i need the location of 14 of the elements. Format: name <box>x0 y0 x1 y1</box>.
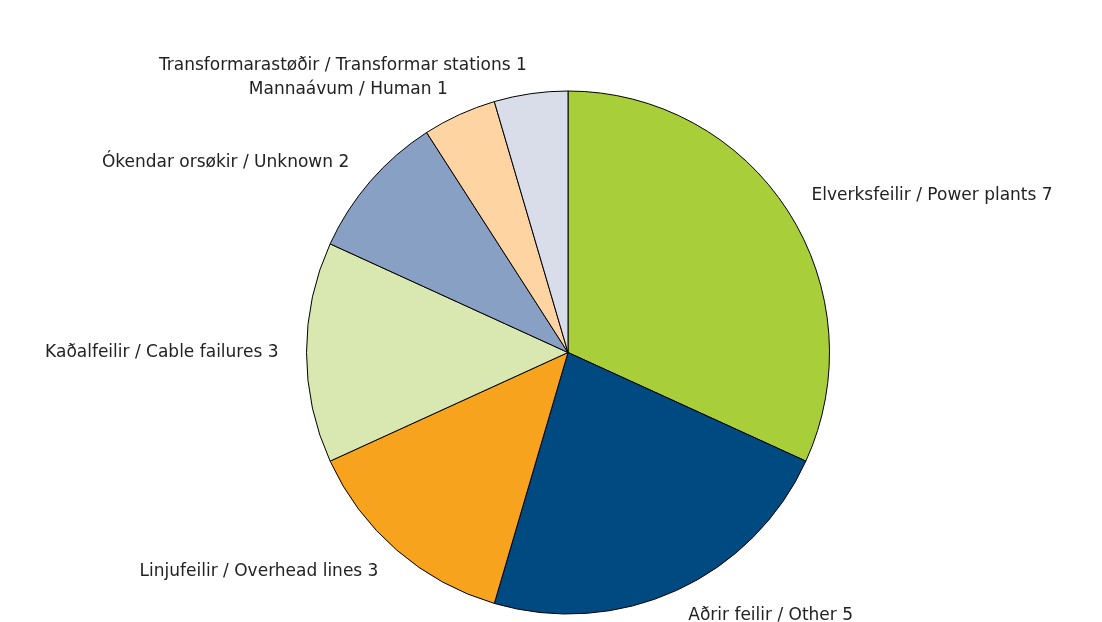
slice-label: Ókendar orsøkir / Unknown <box>101 150 339 172</box>
slice-label: Mannaávum / Human <box>248 77 437 98</box>
slice-label: Elverksfeilir / Power plants <box>811 184 1042 205</box>
data-label: 1 <box>436 77 448 98</box>
slice-label: Transformarastøðir / Transformar stations <box>157 54 516 75</box>
data-label: 3 <box>267 340 279 361</box>
data-label: 1 <box>515 54 527 75</box>
data-label: 7 <box>1041 184 1053 205</box>
data-label: 3 <box>367 559 379 580</box>
slice-label: Kaðalfeilir / Cable failures <box>45 340 268 361</box>
data-label: 5 <box>842 604 854 622</box>
slice-label: Linjufeilir / Overhead lines <box>139 559 368 580</box>
slice-label: Aðrir feilir / Other <box>688 604 843 622</box>
data-label: 2 <box>338 151 350 172</box>
